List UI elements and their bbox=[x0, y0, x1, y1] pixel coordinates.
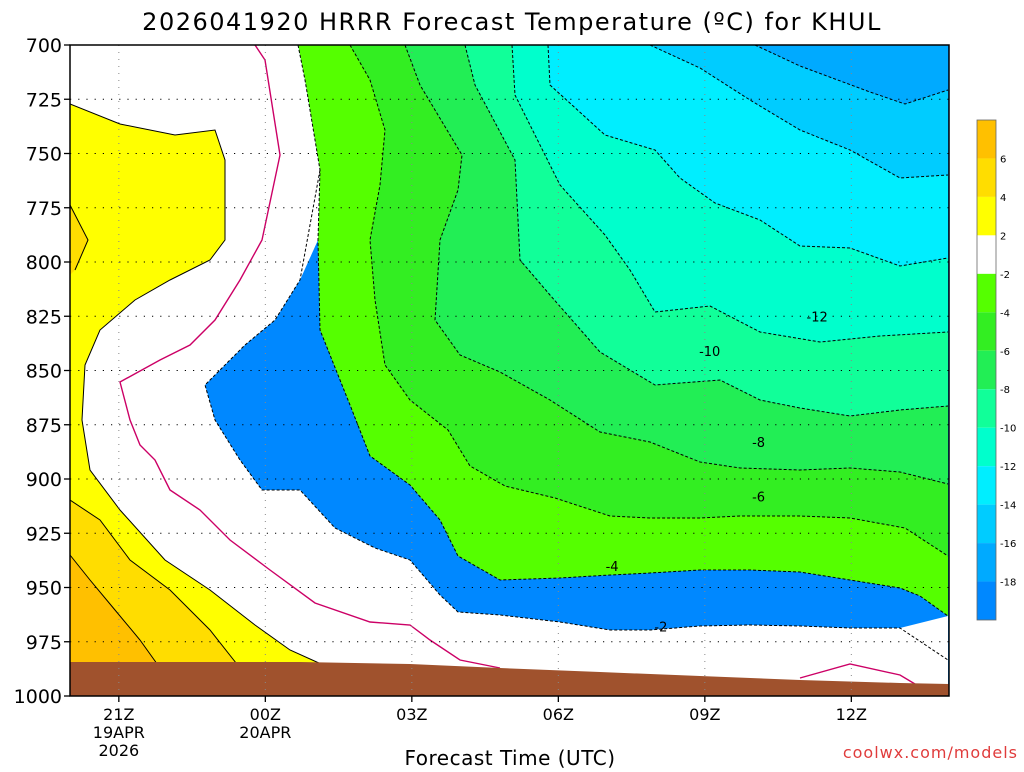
ground-terrain bbox=[70, 662, 949, 696]
colorbar-swatch bbox=[977, 504, 996, 544]
colorbar-label: -14 bbox=[1000, 501, 1016, 512]
contour-label: -2 bbox=[654, 621, 667, 636]
field-warm-pocket bbox=[70, 205, 88, 275]
colorbar-swatch bbox=[977, 543, 996, 582]
colorbar-label: -2 bbox=[1000, 270, 1010, 281]
y-tick-label: 775 bbox=[26, 198, 62, 220]
colorbar-label: -18 bbox=[1000, 578, 1016, 589]
colorbar-swatch bbox=[977, 235, 996, 274]
colorbar-swatch bbox=[977, 581, 996, 620]
field-band-minus-18 bbox=[70, 45, 948, 104]
contour-label: -8 bbox=[752, 436, 765, 451]
x-tick-label: 09Z bbox=[689, 705, 720, 724]
isotherm-plus-2 bbox=[70, 103, 331, 669]
y-tick-label: 825 bbox=[26, 306, 62, 328]
colorbar-swatch bbox=[977, 196, 996, 236]
colorbar-swatch bbox=[977, 158, 996, 197]
colorbar-frame bbox=[976, 119, 997, 621]
colorbar-label: 6 bbox=[1000, 154, 1006, 165]
contour-label: -10 bbox=[699, 345, 720, 360]
field-band-minus-8 bbox=[70, 45, 948, 484]
isotherm-minus-14 bbox=[547, 45, 949, 267]
field-band-minus-16 bbox=[70, 45, 948, 178]
colorbar-swatch bbox=[977, 312, 996, 351]
field-band-minus-12 bbox=[70, 45, 948, 342]
field-band-minus-6 bbox=[70, 45, 948, 556]
y-tick-label: 850 bbox=[26, 361, 62, 383]
x-tick-label: 03Z bbox=[396, 705, 427, 724]
contour-lines bbox=[70, 45, 949, 685]
isotherm-minus-6 bbox=[349, 45, 949, 557]
y-tick-label: 725 bbox=[26, 89, 62, 111]
x-tick-label: 06Z bbox=[543, 705, 574, 724]
colorbar-swatch bbox=[977, 273, 996, 313]
x-tick-sublabel: 19APR bbox=[93, 723, 145, 742]
field-band-minus-4 bbox=[70, 45, 948, 616]
y-tick-label: 900 bbox=[26, 469, 62, 491]
isotherm-minus-4 bbox=[297, 45, 949, 617]
colorbar-legend: 6 4 2 -2 -4 -6 -8 -10 -12 -14 -16 -18 bbox=[976, 119, 1016, 621]
x-tick-label: 21Z bbox=[103, 705, 134, 724]
y-tick-label: 800 bbox=[26, 252, 62, 274]
colorbar-label: -4 bbox=[1000, 308, 1010, 319]
chart-title: 2026041920 HRRR Forecast Temperature (ºC… bbox=[142, 8, 882, 36]
y-axis: 700 725 750 775 800 825 850 875 900 925 950 975 1000 bbox=[14, 35, 70, 708]
x-tick-label: 00Z bbox=[250, 705, 281, 724]
contour-label: -6 bbox=[752, 490, 765, 505]
contour-label: -4 bbox=[606, 560, 619, 575]
colorbar-swatch bbox=[977, 120, 996, 159]
temperature-fill-layer bbox=[70, 45, 949, 696]
contour-labels: -12 -10 -8 -6 -4 -2 bbox=[606, 310, 828, 635]
isotherm-minus-12 bbox=[511, 45, 949, 343]
field-band-minus-10 bbox=[70, 45, 948, 416]
y-tick-label: 750 bbox=[26, 144, 62, 166]
colorbar-label: -8 bbox=[1000, 385, 1010, 396]
colorbar-label: -10 bbox=[1000, 424, 1016, 435]
isotherm-minus-16 bbox=[649, 45, 949, 179]
isotherm-minus-8 bbox=[404, 45, 949, 485]
x-tick-label: 12Z bbox=[836, 705, 867, 724]
colorbar-swatch bbox=[977, 389, 996, 428]
isotherm-plus-6 bbox=[70, 554, 161, 669]
colorbar-label: -6 bbox=[1000, 347, 1010, 358]
field-band-minus-14 bbox=[70, 45, 948, 266]
colorbar-label: 4 bbox=[1000, 193, 1006, 204]
isotherm-plus-4 bbox=[70, 499, 241, 669]
field-band-minus-2 bbox=[70, 45, 948, 696]
isotherm-minus-2 bbox=[204, 169, 949, 661]
x-tick-sublabel: 2026 bbox=[98, 741, 139, 760]
y-tick-label: 950 bbox=[26, 578, 62, 600]
colorbar-swatch bbox=[977, 466, 996, 505]
colorbar-label: -12 bbox=[1000, 462, 1016, 473]
colorbar-label: -16 bbox=[1000, 539, 1016, 550]
isotherm-minus-10 bbox=[464, 45, 949, 417]
y-tick-label: 925 bbox=[26, 523, 62, 545]
y-tick-label: 875 bbox=[26, 415, 62, 437]
y-tick-label: 700 bbox=[26, 35, 62, 57]
isotherm-warm-pocket bbox=[70, 204, 89, 271]
colorbar-label: 2 bbox=[1000, 231, 1006, 242]
contour-label: -12 bbox=[807, 310, 828, 325]
isotherm-zero bbox=[119, 45, 501, 669]
y-tick-label: 1000 bbox=[14, 686, 62, 708]
isotherm-minus-18 bbox=[754, 45, 949, 105]
colorbar-swatch bbox=[977, 427, 996, 467]
credit-text: coolwx.com/models bbox=[843, 743, 1018, 762]
x-tick-sublabel: 20APR bbox=[239, 723, 291, 742]
x-axis-label: Forecast Time (UTC) bbox=[404, 746, 615, 768]
colorbar-swatch bbox=[977, 350, 996, 390]
y-tick-label: 975 bbox=[26, 632, 62, 654]
isotherm-zero-right bbox=[799, 663, 916, 685]
